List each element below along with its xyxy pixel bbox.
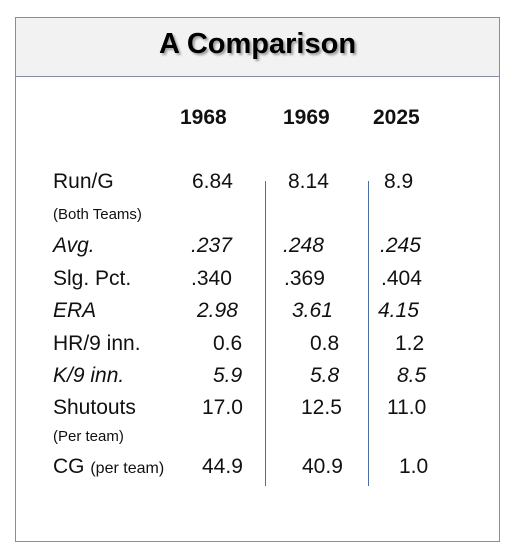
page-title: A Comparison xyxy=(158,28,357,60)
value-slg-pct-1969: .369 xyxy=(284,267,325,290)
value-era-1968: 2.98 xyxy=(197,299,238,322)
value-cg-1969: 40.9 xyxy=(302,455,343,478)
value-hr-per-9-1969: 0.8 xyxy=(310,332,340,355)
row-label-k-per-9: K/9 inn. xyxy=(53,364,125,387)
column-divider xyxy=(265,181,266,486)
column-divider xyxy=(368,181,369,486)
value-run-per-game-1968: 6.84 xyxy=(192,170,233,193)
value-k-per-9-1968: 5.9 xyxy=(213,364,243,387)
row-label-slg-pct: Slg. Pct. xyxy=(53,267,132,290)
comparison-card: A Comparison 1968 1969 2025 Run/G (Both … xyxy=(15,17,500,542)
value-hr-per-9-2025: 1.2 xyxy=(395,332,425,355)
row-label-cg-suffix: (per team) xyxy=(90,460,165,477)
year-header-2025: 2025 xyxy=(373,106,420,129)
value-run-per-game-2025: 8.9 xyxy=(384,170,414,193)
row-label-cg-text: CG xyxy=(53,455,85,478)
value-avg-2025: .245 xyxy=(380,234,421,257)
row-label-avg: Avg. xyxy=(53,234,95,257)
row-sublabel-per-team: (Per team) xyxy=(53,428,124,445)
year-header-1968: 1968 xyxy=(180,106,227,129)
value-avg-1969: .248 xyxy=(283,234,324,257)
value-k-per-9-2025: 8.5 xyxy=(397,364,427,387)
value-k-per-9-1969: 5.8 xyxy=(310,364,340,387)
value-avg-1968: .237 xyxy=(191,234,232,257)
row-label-shutouts: Shutouts xyxy=(53,396,136,419)
value-era-1969: 3.61 xyxy=(292,299,333,322)
row-label-hr-per-9: HR/9 inn. xyxy=(53,332,141,355)
year-header-1969: 1969 xyxy=(283,106,330,129)
value-cg-2025: 1.0 xyxy=(399,455,429,478)
value-shutouts-1968: 17.0 xyxy=(202,396,243,419)
value-run-per-game-1969: 8.14 xyxy=(288,170,329,193)
value-shutouts-1969: 12.5 xyxy=(301,396,342,419)
value-slg-pct-1968: .340 xyxy=(191,267,232,290)
value-era-2025: 4.15 xyxy=(378,299,419,322)
row-label-era: ERA xyxy=(53,299,97,322)
value-hr-per-9-1968: 0.6 xyxy=(213,332,243,355)
row-sublabel-both-teams: (Both Teams) xyxy=(53,206,142,223)
value-slg-pct-2025: .404 xyxy=(381,267,422,290)
row-label-cg: CG (per team) xyxy=(53,455,164,479)
value-cg-1968: 44.9 xyxy=(202,455,243,478)
row-label-run-per-game: Run/G xyxy=(53,170,114,193)
value-shutouts-2025: 11.0 xyxy=(387,396,427,419)
title-bar: A Comparison xyxy=(16,18,499,77)
